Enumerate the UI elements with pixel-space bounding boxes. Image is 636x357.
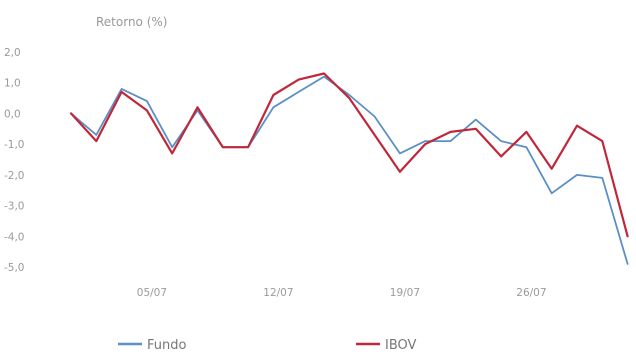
legend-label-fundo: Fundo	[147, 338, 186, 353]
y-tick-label: -2,0	[4, 170, 25, 182]
legend: Fundo IBOV	[118, 338, 417, 353]
x-tick-label: 26/07	[516, 287, 546, 299]
y-axis-ticks: 2,0 1,0 0,0 -1,0 -2,0 -3,0 -4,0 -5,0	[4, 47, 25, 274]
series-lines	[69, 72, 629, 265]
x-tick-label: 05/07	[137, 287, 167, 299]
y-tick-label: -5,0	[4, 262, 25, 274]
y-axis-title: Retorno (%)	[96, 15, 167, 29]
y-tick-label: 0,0	[4, 108, 21, 120]
series-line-fundo	[70, 75, 629, 265]
x-axis-ticks: 05/07 12/07 19/07 26/07	[137, 287, 547, 299]
x-tick-label: 19/07	[390, 287, 420, 299]
y-tick-label: 2,0	[4, 47, 21, 59]
y-tick-label: -3,0	[4, 201, 25, 213]
y-tick-label: -4,0	[4, 231, 25, 243]
legend-label-ibov: IBOV	[385, 338, 417, 353]
y-tick-label: 1,0	[4, 78, 21, 90]
y-tick-label: -1,0	[4, 139, 25, 151]
x-tick-label: 12/07	[263, 287, 293, 299]
series-line-ibov	[69, 72, 629, 238]
